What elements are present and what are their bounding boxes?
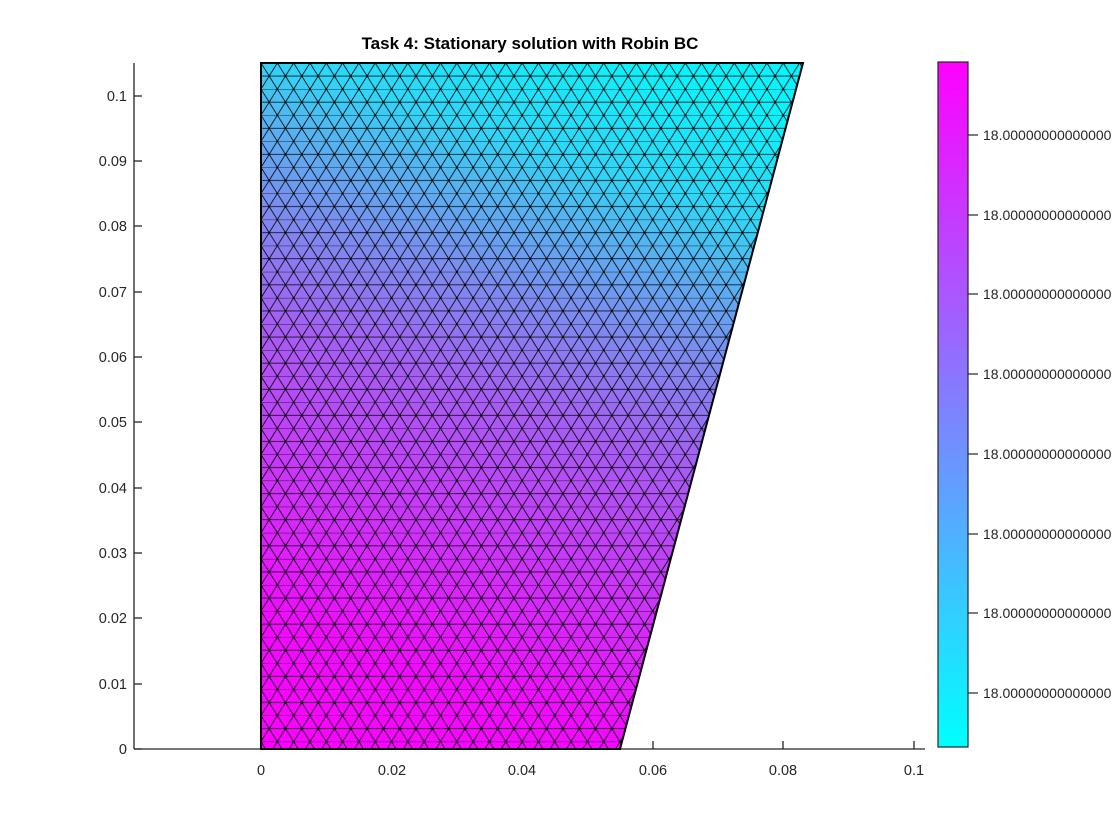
- x-tick-label: 0.02: [378, 763, 406, 779]
- x-tick-label: 0.08: [769, 763, 797, 779]
- colorbar-tick-label: 18.00000000000000: [983, 366, 1112, 382]
- domain-boundary: [260, 62, 805, 750]
- x-tick-label: 0.1: [904, 763, 924, 779]
- y-tick-label: 0.06: [99, 350, 127, 366]
- plot-title: Task 4: Stationary solution with Robin B…: [362, 34, 699, 53]
- mesh-surface: [260, 62, 805, 750]
- y-tick-label: 0.07: [99, 285, 127, 301]
- y-tick-label: 0.08: [99, 219, 127, 235]
- y-tick-label: 0.05: [99, 415, 127, 431]
- colorbar-tick-label: 18.00000000000000: [983, 446, 1112, 462]
- colorbar-labels: 18.00000000000000 18.00000000000000 18.0…: [983, 127, 1112, 701]
- colorbar: 18.00000000000000 18.00000000000000 18.0…: [937, 61, 1112, 748]
- y-tick-label: 0: [119, 742, 127, 758]
- colorbar-tick-label: 18.00000000000000: [983, 127, 1112, 143]
- colorbar-gradient-bar: [937, 61, 969, 748]
- colorbar-tick-label: 18.00000000000000: [983, 526, 1112, 542]
- y-tick-label: 0.09: [99, 154, 127, 170]
- y-tick-label: 0.02: [99, 611, 127, 627]
- x-tick-label: 0: [257, 763, 265, 779]
- y-tick-label: 0.04: [99, 481, 127, 497]
- y-tick-label: 0.01: [99, 677, 127, 693]
- y-tick-label: 0.03: [99, 546, 127, 562]
- colorbar-tick-label: 18.00000000000000: [983, 286, 1112, 302]
- y-axis-ticks: [134, 95, 142, 750]
- colorbar-ticks: [968, 134, 978, 694]
- colorbar-tick-label: 18.00000000000000: [983, 605, 1112, 621]
- x-axis-labels: 0 0.02 0.04 0.06 0.08 0.1: [257, 763, 924, 779]
- x-tick-label: 0.06: [639, 763, 667, 779]
- triangle-mesh-overlay: [261, 63, 803, 749]
- y-tick-label: 0.1: [107, 89, 127, 105]
- y-axis-labels: 0 0.01 0.02 0.03 0.04 0.05 0.06 0.07 0.0…: [99, 89, 127, 758]
- colorbar-tick-label: 18.00000000000000: [983, 207, 1112, 223]
- x-tick-label: 0.04: [508, 763, 536, 779]
- colorbar-tick-label: 18.00000000000000: [983, 685, 1112, 701]
